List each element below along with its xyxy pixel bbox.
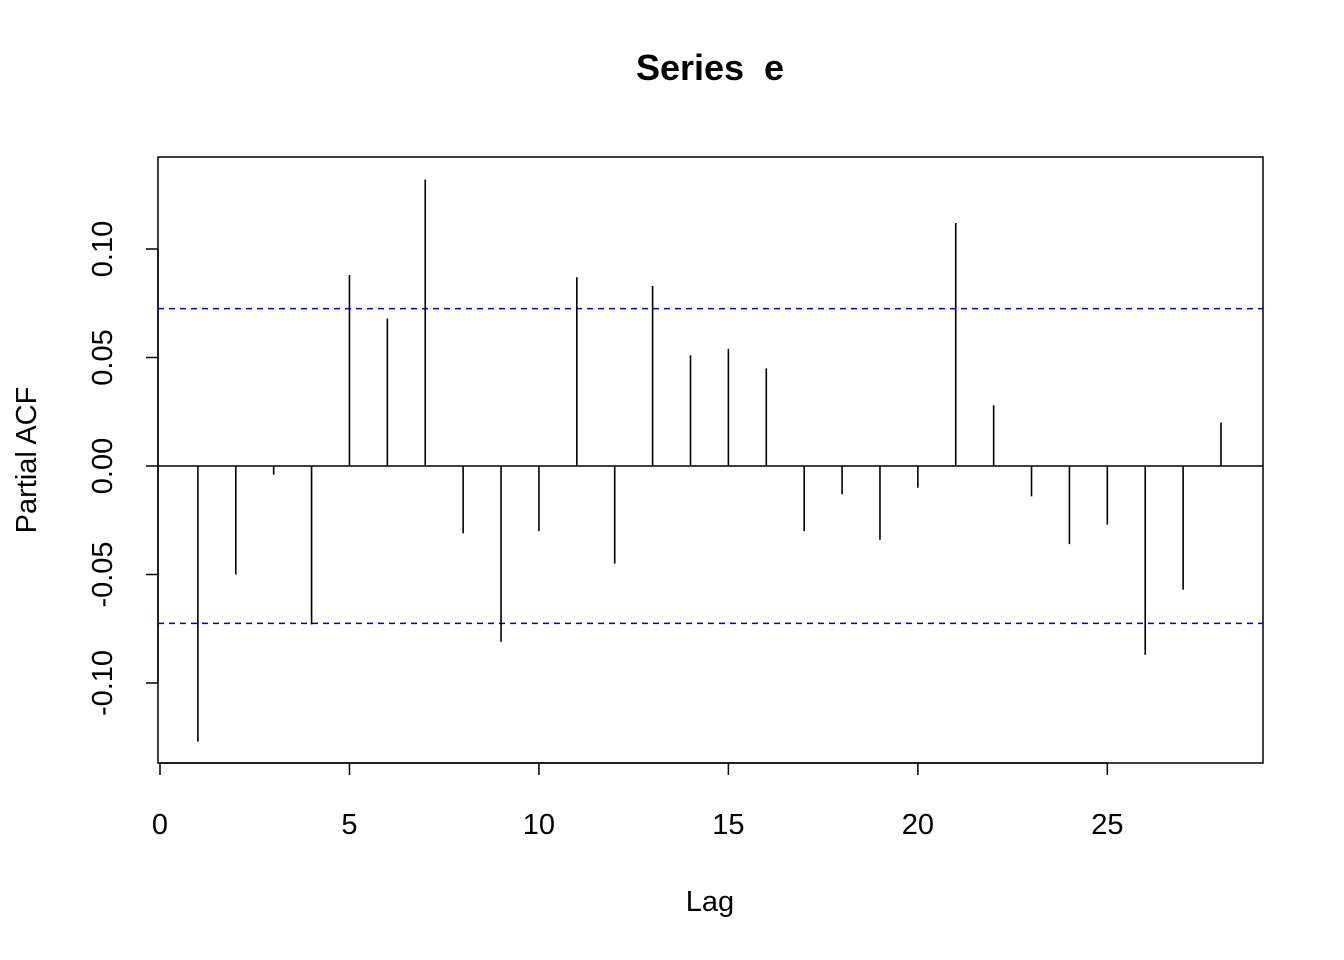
- y-tick-label: 0.10: [87, 221, 119, 277]
- y-axis: -0.10 -0.05 0.00 0.05 0.10: [87, 221, 159, 716]
- y-tick-label: 0.00: [87, 438, 119, 494]
- y-tick-label: -0.05: [87, 541, 119, 607]
- x-axis: 0 5 10 15 20 25: [152, 762, 1123, 841]
- pacf-marks: [158, 179, 1263, 742]
- x-axis-label: Lag: [686, 886, 734, 918]
- chart-title: Series e: [636, 47, 784, 88]
- plot-frame: [157, 156, 1264, 764]
- x-tick-label: 5: [341, 809, 357, 841]
- x-tick-label: 0: [152, 809, 168, 841]
- x-tick-label: 20: [902, 809, 934, 841]
- x-tick-label: 25: [1091, 809, 1123, 841]
- x-tick-label: 15: [712, 809, 744, 841]
- y-tick-label: -0.10: [87, 650, 119, 716]
- y-tick-label: 0.05: [87, 329, 119, 385]
- y-axis-label: Partial ACF: [11, 387, 43, 534]
- x-tick-label: 10: [523, 809, 555, 841]
